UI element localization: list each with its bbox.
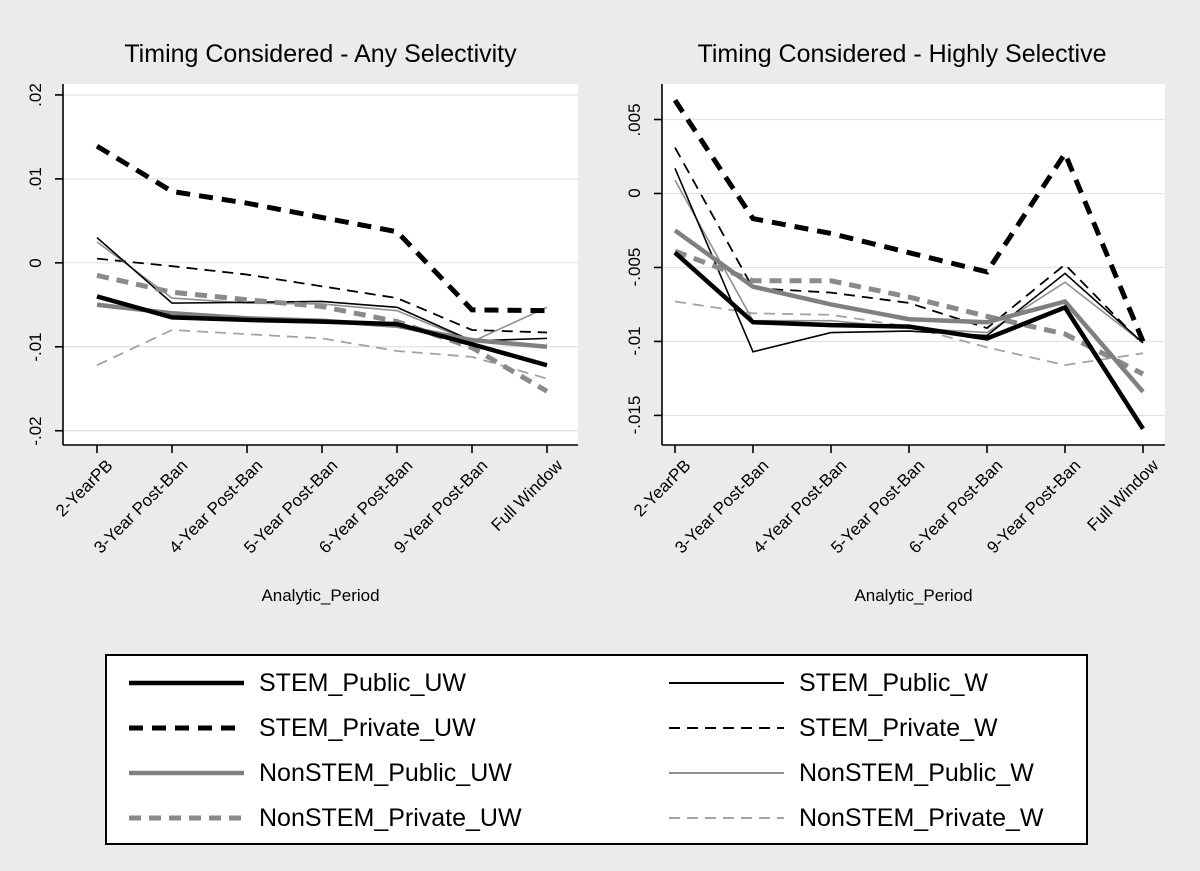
y-tick-label: .01	[26, 167, 45, 191]
chart-any-selectivity: Timing Considered - Any Selectivity Anal…	[0, 0, 600, 640]
x-axis-title: Analytic_Period	[261, 586, 380, 605]
plot-background	[63, 84, 578, 445]
chart-title-highly-selective: Timing Considered - Highly Selective	[697, 40, 1107, 68]
y-tick-label: .02	[26, 83, 45, 107]
legend-swatch-line	[669, 816, 784, 819]
legend-item-NonSTEM_Private_UW: NonSTEM_Private_UW	[129, 804, 669, 832]
plot-area-any-selectivity	[55, 84, 578, 453]
legend-label: NonSTEM_Public_W	[799, 758, 1034, 787]
legend-item-STEM_Public_UW: STEM_Public_UW	[129, 669, 669, 697]
legend-label: STEM_Public_W	[799, 668, 988, 697]
series-line-STEM_Private_UW	[672, 98, 1146, 343]
y-tick-label: 0	[26, 258, 45, 268]
legend-item-NonSTEM_Private_W: NonSTEM_Private_W	[669, 804, 1086, 832]
series-line-STEM_Public_UW	[96, 294, 548, 368]
series-line-STEM_Public_UW	[673, 250, 1145, 430]
chart-title-any-selectivity: Timing Considered - Any Selectivity	[124, 40, 517, 68]
legend-swatch-line	[129, 770, 244, 775]
legend-label: STEM_Public_UW	[259, 668, 466, 697]
series-line-STEM_Private_UW	[95, 143, 548, 314]
chart-highly-selective: Timing Considered - Highly Selective Ana…	[600, 0, 1200, 640]
legend: STEM_Public_UW STEM_Public_W STEM_Private_…	[105, 654, 1088, 845]
x-tick-label: 2-YearPB	[51, 456, 117, 521]
series-line-STEM_Private_W	[96, 257, 548, 334]
plot-area-highly-selective	[654, 84, 1165, 453]
legend-swatch-line	[129, 815, 244, 820]
y-tick-label: -.02	[26, 416, 45, 446]
legend-label: STEM_Private_W	[799, 713, 998, 742]
legend-label: NonSTEM_Private_W	[799, 803, 1044, 832]
legend-item-STEM_Private_UW: STEM_Private_UW	[129, 714, 669, 742]
legend-label: NonSTEM_Public_UW	[259, 758, 512, 787]
y-tick-label: -.01	[26, 332, 45, 362]
legend-item-STEM_Public_W: STEM_Public_W	[669, 669, 1086, 697]
series-line-NonSTEM_Private_UW	[96, 272, 549, 394]
plot-background	[662, 84, 1165, 445]
legend-swatch-line	[669, 681, 784, 684]
x-tick-label: Full Window	[1083, 456, 1163, 535]
legend-swatch-line	[669, 726, 784, 729]
legend-swatch-line	[129, 725, 244, 730]
y-tick-label: .005	[625, 102, 644, 137]
legend-swatch-line	[129, 680, 244, 685]
series-line-NonSTEM_Public_UW	[673, 228, 1145, 394]
x-axis-title: Analytic_Period	[854, 586, 973, 605]
series-line-NonSTEM_Private_W	[96, 329, 548, 380]
legend-item-STEM_Private_W: STEM_Private_W	[669, 714, 1086, 742]
x-tick-label: Full Window	[487, 456, 567, 535]
series-line-NonSTEM_Private_UW	[674, 248, 1145, 377]
legend-label: NonSTEM_Private_UW	[259, 803, 522, 832]
x-tick-label: 2-YearPB	[629, 456, 695, 521]
legend-item-NonSTEM_Public_W: NonSTEM_Public_W	[669, 759, 1086, 787]
legend-label: STEM_Private_UW	[259, 713, 476, 742]
series-line-STEM_Public_W	[674, 168, 1144, 353]
y-tick-label: 0	[625, 188, 644, 199]
legend-item-NonSTEM_Public_UW: NonSTEM_Public_UW	[129, 759, 669, 787]
y-tick-label: -.005	[625, 248, 644, 287]
legend-swatch-line	[669, 771, 784, 774]
y-tick-label: -.015	[625, 396, 644, 435]
y-tick-label: -.01	[625, 326, 644, 357]
